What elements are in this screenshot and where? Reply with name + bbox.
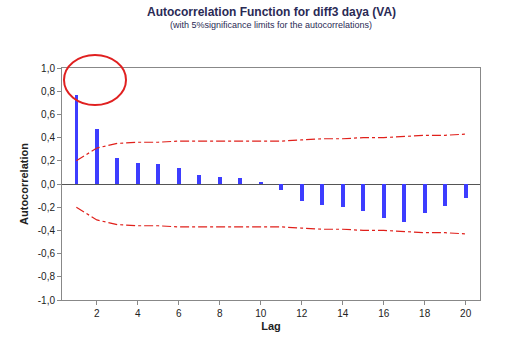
svg-text:-0,8: -0,8 bbox=[38, 271, 56, 282]
svg-text:0,6: 0,6 bbox=[41, 109, 55, 120]
svg-text:Autocorrelation: Autocorrelation bbox=[18, 143, 30, 225]
svg-text:8: 8 bbox=[217, 308, 223, 319]
svg-text:0,0: 0,0 bbox=[41, 179, 55, 190]
svg-text:1,0: 1,0 bbox=[41, 63, 55, 74]
svg-text:0,8: 0,8 bbox=[41, 86, 55, 97]
svg-text:0,4: 0,4 bbox=[41, 132, 55, 143]
svg-text:12: 12 bbox=[296, 308, 308, 319]
svg-text:Lag: Lag bbox=[261, 320, 281, 332]
svg-text:18: 18 bbox=[419, 308, 431, 319]
svg-text:Autocorrelation Function for d: Autocorrelation Function for diff3 daya … bbox=[147, 5, 396, 19]
svg-text:-0,4: -0,4 bbox=[38, 225, 56, 236]
svg-text:0,2: 0,2 bbox=[41, 155, 55, 166]
svg-text:6: 6 bbox=[176, 308, 182, 319]
svg-text:-1,0: -1,0 bbox=[38, 295, 56, 306]
svg-text:16: 16 bbox=[378, 308, 390, 319]
svg-text:14: 14 bbox=[337, 308, 349, 319]
svg-text:4: 4 bbox=[135, 308, 141, 319]
svg-text:20: 20 bbox=[460, 308, 472, 319]
svg-text:-0,6: -0,6 bbox=[38, 248, 56, 259]
svg-text:-0,2: -0,2 bbox=[38, 202, 56, 213]
svg-text:2: 2 bbox=[94, 308, 100, 319]
svg-text:(with 5%significance limits fo: (with 5%significance limits for the auto… bbox=[170, 20, 372, 30]
svg-text:10: 10 bbox=[255, 308, 267, 319]
